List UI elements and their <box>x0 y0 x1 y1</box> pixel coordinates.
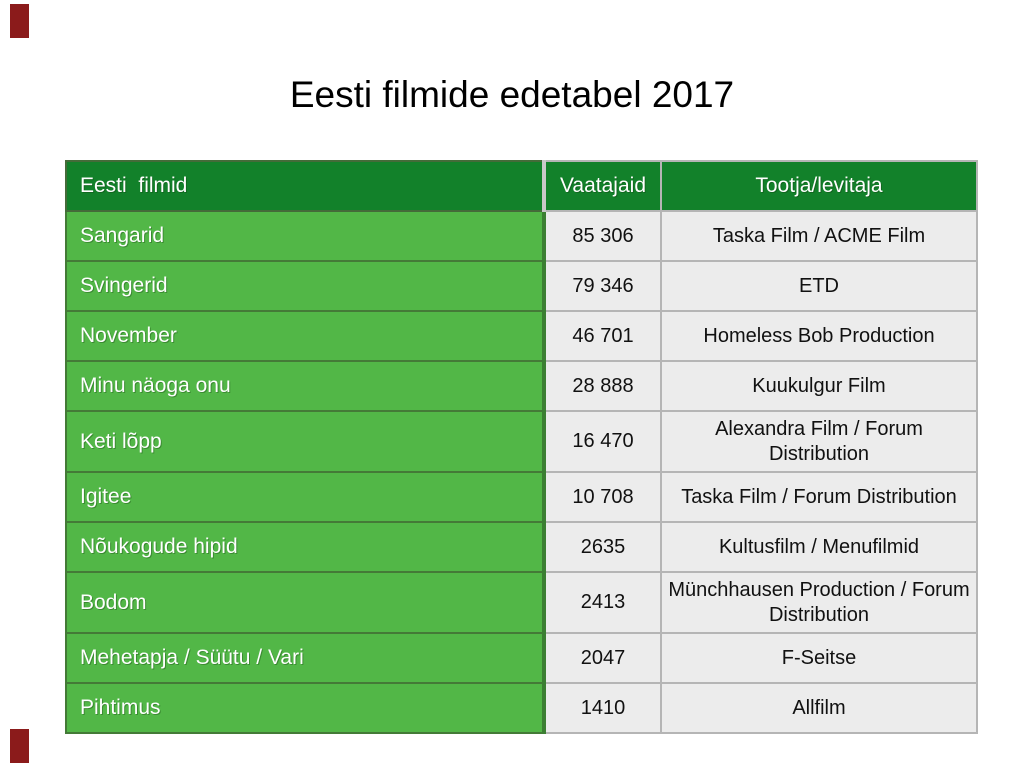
producer-cell: Münchhausen Production / Forum Distribut… <box>660 571 978 634</box>
viewers-cell: 1410 <box>543 682 662 734</box>
viewers-cell: 10 708 <box>543 471 662 523</box>
viewers-cell: 85 306 <box>543 210 662 262</box>
column-header-films: Eesti filmid <box>65 160 546 212</box>
film-title-cell: Pihtimus <box>65 682 546 734</box>
producer-cell: Alexandra Film / Forum Distribution <box>660 410 978 473</box>
viewers-cell: 16 470 <box>543 410 662 473</box>
film-title-cell: Nõukogude hipid <box>65 521 546 573</box>
viewers-cell: 2635 <box>543 521 662 573</box>
film-title-cell: Minu näoga onu <box>65 360 546 412</box>
viewers-cell: 2413 <box>543 571 662 634</box>
viewers-cell: 2047 <box>543 632 662 684</box>
table-row: Mehetapja / Süütu / Vari 2047 F-Seitse <box>65 632 978 684</box>
producer-cell: Homeless Bob Production <box>660 310 978 362</box>
viewers-cell: 46 701 <box>543 310 662 362</box>
film-title-cell: Mehetapja / Süütu / Vari <box>65 632 546 684</box>
producer-cell: F-Seitse <box>660 632 978 684</box>
film-title-cell: Bodom <box>65 571 546 634</box>
table-row: Bodom 2413 Münchhausen Production / Foru… <box>65 571 978 634</box>
column-header-producer: Tootja/levitaja <box>660 160 978 212</box>
table-row: Pihtimus 1410 Allfilm <box>65 682 978 734</box>
viewers-cell: 28 888 <box>543 360 662 412</box>
table-row: Igitee 10 708 Taska Film / Forum Distrib… <box>65 471 978 523</box>
column-header-viewers: Vaatajaid <box>543 160 662 212</box>
table-row: November 46 701 Homeless Bob Production <box>65 310 978 362</box>
producer-cell: Kultusfilm / Menufilmid <box>660 521 978 573</box>
film-title-cell: Sangarid <box>65 210 546 262</box>
film-title-cell: Keti lõpp <box>65 410 546 473</box>
film-title-cell: November <box>65 310 546 362</box>
producer-cell: Taska Film / ACME Film <box>660 210 978 262</box>
producer-cell: Taska Film / Forum Distribution <box>660 471 978 523</box>
table-header-row: Eesti filmid Vaatajaid Tootja/levitaja <box>65 160 978 212</box>
corner-marker-top <box>10 4 29 38</box>
table-row: Svingerid 79 346 ETD <box>65 260 978 312</box>
film-title-cell: Igitee <box>65 471 546 523</box>
table-row: Keti lõpp 16 470 Alexandra Film / Forum … <box>65 410 978 473</box>
film-title-cell: Svingerid <box>65 260 546 312</box>
producer-cell: Kuukulgur Film <box>660 360 978 412</box>
producer-cell: ETD <box>660 260 978 312</box>
viewers-cell: 79 346 <box>543 260 662 312</box>
films-table: Eesti filmid Vaatajaid Tootja/levitaja S… <box>65 160 978 734</box>
slide-title: Eesti filmide edetabel 2017 <box>289 74 735 115</box>
table-row: Sangarid 85 306 Taska Film / ACME Film <box>65 210 978 262</box>
producer-cell: Allfilm <box>660 682 978 734</box>
table-row: Minu näoga onu 28 888 Kuukulgur Film <box>65 360 978 412</box>
table-row: Nõukogude hipid 2635 Kultusfilm / Menufi… <box>65 521 978 573</box>
corner-marker-bottom <box>10 729 29 763</box>
